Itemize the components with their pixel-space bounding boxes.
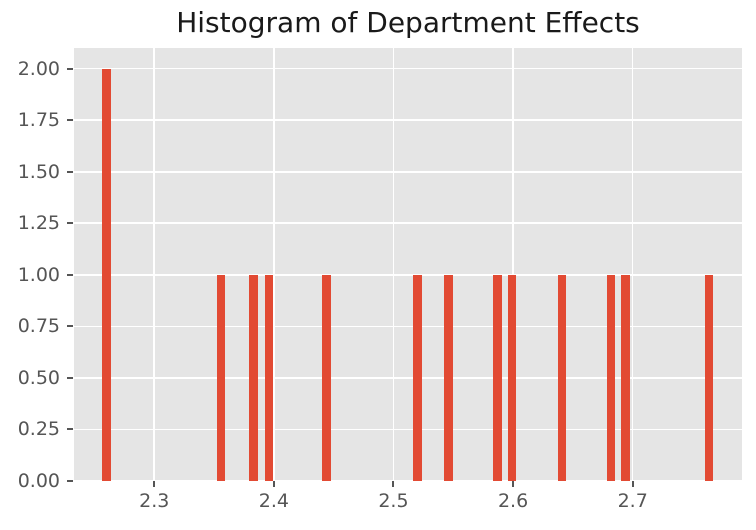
histogram-bar [444, 274, 453, 481]
y-tick-label: 1.00 [17, 263, 60, 286]
histogram-bar [249, 274, 258, 481]
y-tick-mark [67, 67, 73, 70]
y-gridline [74, 170, 742, 173]
histogram-bar [102, 68, 111, 481]
x-tick-label: 2.3 [139, 490, 170, 512]
x-tick-mark [631, 481, 634, 487]
x-tick-label: 2.5 [378, 490, 409, 512]
histogram-bar [322, 274, 331, 481]
y-tick-label: 2.00 [17, 57, 60, 80]
y-tick-mark [67, 273, 73, 276]
x-tick-label: 2.6 [497, 490, 529, 512]
histogram-bar [413, 274, 422, 481]
y-tick-mark [67, 480, 73, 482]
x-gridline [273, 48, 275, 481]
histogram-bar [507, 274, 517, 481]
y-tick-label: 0.50 [17, 366, 60, 389]
histogram-bar [704, 274, 714, 481]
x-gridline [392, 48, 395, 481]
y-gridline [74, 325, 742, 328]
y-tick-label: 0.75 [17, 315, 60, 338]
y-tick-mark [67, 376, 73, 379]
y-gridline [74, 119, 742, 121]
x-tick-mark [153, 481, 156, 487]
y-tick-label: 0.00 [17, 470, 60, 492]
y-tick-mark [67, 428, 73, 431]
plot-area [74, 48, 742, 482]
y-tick-label: 1.25 [17, 212, 60, 235]
x-tick-label: 2.7 [617, 490, 648, 512]
histogram-bar [621, 274, 630, 481]
x-tick-mark [392, 481, 395, 487]
y-gridline [74, 377, 742, 379]
histogram-bar [264, 274, 274, 481]
y-gridline [74, 67, 742, 70]
histogram-bar [557, 274, 567, 481]
y-gridline [74, 222, 742, 225]
x-tick-mark [272, 481, 275, 487]
histogram-bar [493, 274, 502, 481]
y-gridline [74, 274, 742, 276]
y-tick-mark [67, 119, 73, 122]
y-tick-mark [67, 325, 73, 328]
chart-title: Histogram of Department Effects [176, 6, 640, 39]
y-gridline [74, 480, 742, 482]
y-tick-label: 1.50 [17, 160, 60, 183]
histogram-bar [606, 274, 616, 481]
x-gridline [512, 48, 514, 481]
y-tick-mark [67, 170, 73, 173]
x-tick-label: 2.4 [258, 490, 289, 512]
x-tick-mark [512, 481, 515, 487]
y-tick-mark [67, 222, 73, 225]
histogram-bar [216, 274, 226, 481]
y-gridline [74, 428, 742, 431]
y-tick-label: 1.75 [17, 109, 60, 132]
x-gridline [153, 48, 156, 481]
y-tick-label: 0.25 [17, 418, 60, 441]
x-gridline [631, 48, 634, 481]
